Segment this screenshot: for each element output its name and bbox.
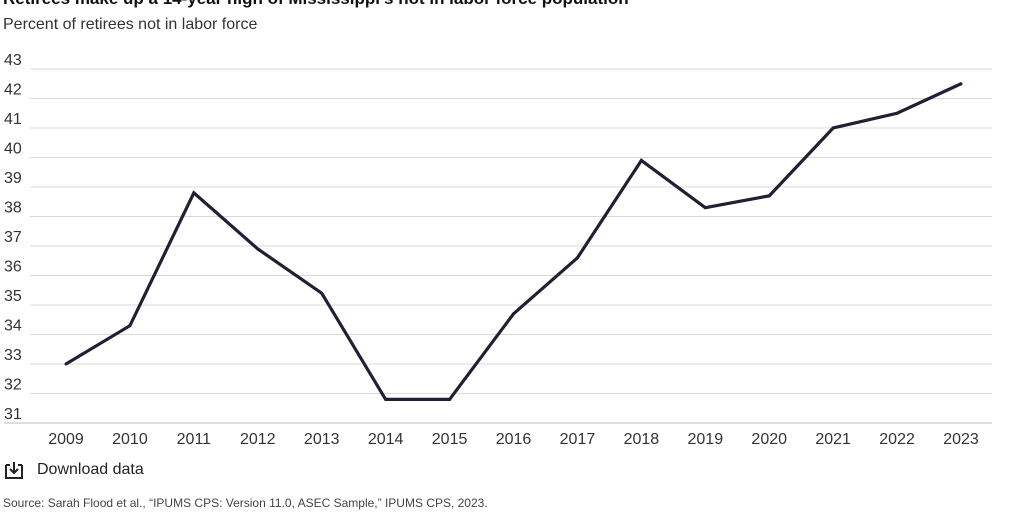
data-point [639,158,643,162]
y-tick-label: 36 [4,259,22,276]
data-point [512,312,516,316]
x-tick-label: 2016 [496,431,532,448]
y-tick-label: 32 [4,377,22,394]
series-line [65,82,962,401]
y-tick-label: 35 [4,288,22,305]
x-tick-label: 2014 [368,431,404,448]
y-tick-label: 43 [4,52,22,69]
y-tick-label: 33 [4,347,22,364]
download-data-button[interactable]: Download data [3,459,144,481]
data-point [575,256,579,260]
x-tick-label: 2018 [624,431,660,448]
x-tick-label: 2009 [48,431,84,448]
x-tick-label: 2021 [815,431,851,448]
data-point [320,291,324,295]
data-point [384,397,388,401]
data-point [959,82,963,86]
data-point [64,362,68,366]
y-tick-label: 42 [4,82,22,99]
x-tick-label: 2010 [112,431,148,448]
x-tick-label: 2012 [240,431,276,448]
data-point [767,194,771,198]
download-data-label: Download data [37,461,144,478]
x-tick-label: 2011 [177,431,212,448]
data-point [895,111,899,115]
data-point [448,397,452,401]
data-point [256,247,260,251]
data-point [831,126,835,130]
x-tick-label: 2017 [560,431,596,448]
data-point [192,191,196,195]
x-tick-label: 2023 [943,431,979,448]
y-tick-label: 37 [4,229,22,246]
y-tick-label: 39 [4,170,22,187]
x-tick-label: 2020 [751,431,787,448]
x-tick-label: 2013 [304,431,340,448]
line-chart: 31 32 33 34 35 36 37 38 39 40 41 42 43 2009 2010 2011 20… [4,52,992,448]
y-tick-label: 38 [4,200,22,217]
chart-subtitle: Percent of retirees not in labor force [3,16,258,33]
y-tick-label: 41 [4,111,22,128]
data-point [128,324,132,328]
y-tick-label: 40 [4,141,22,158]
data-point [703,206,707,210]
y-tick-label: 34 [4,318,22,335]
x-tick-label: 2019 [688,431,724,448]
x-tick-label: 2022 [879,431,915,448]
download-icon [3,459,25,481]
x-tick-label: 2015 [432,431,468,448]
y-tick-label: 31 [4,406,22,423]
chart-title: Retirees make up a 14-year high of Missi… [3,0,629,9]
source-note: Source: Sarah Flood et al., “IPUMS CPS: … [3,496,488,510]
